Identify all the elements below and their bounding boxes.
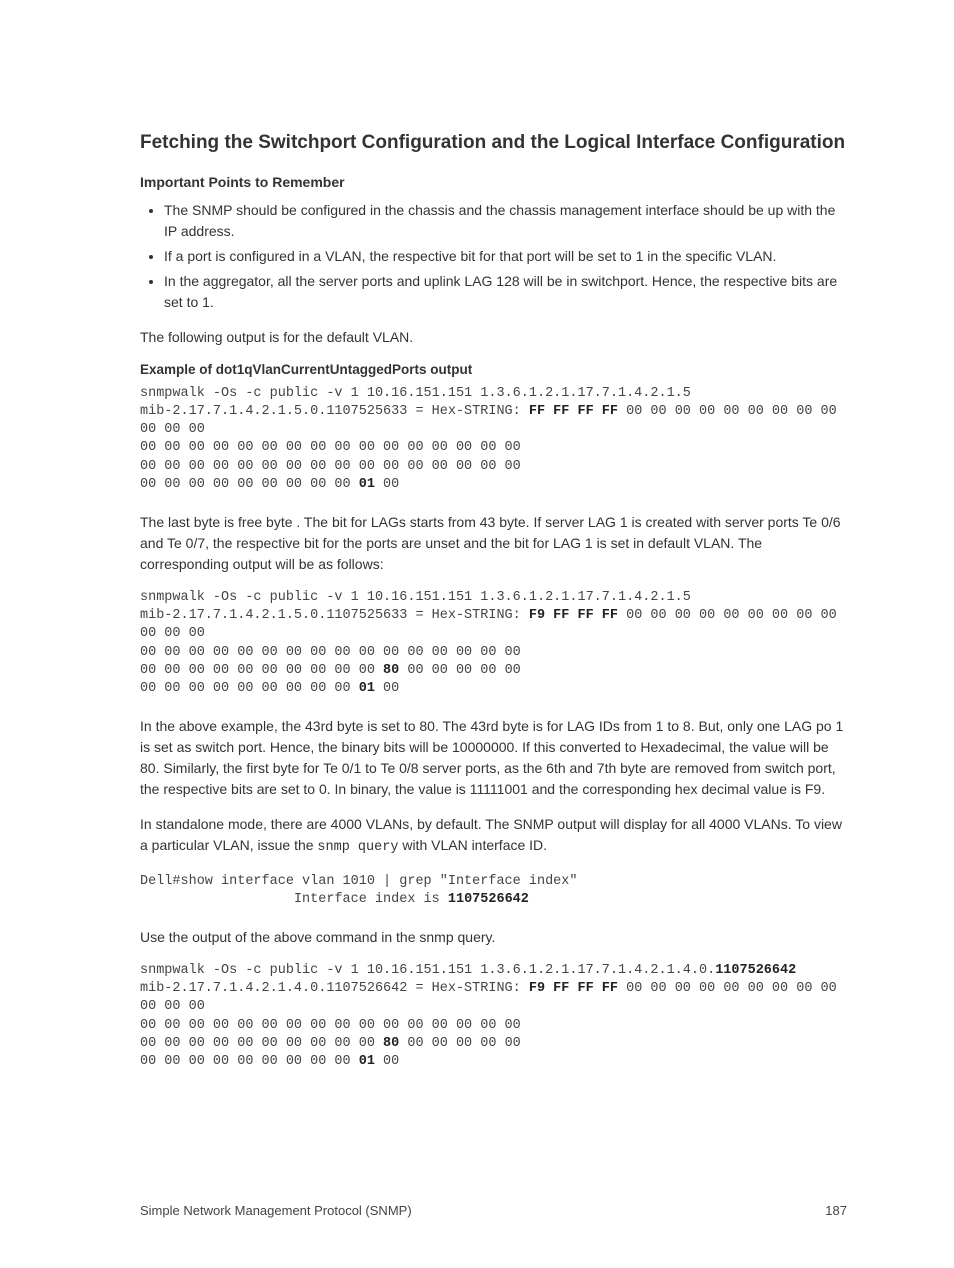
code-block-3: Dell#show interface vlan 1010 | grep "In…: [140, 873, 847, 909]
code-line: snmpwalk -Os -c public -v 1 10.16.151.15…: [140, 963, 715, 978]
page: Fetching the Switchport Configuration an…: [0, 0, 954, 1268]
code-bold: 80: [383, 1036, 399, 1051]
paragraph: The last byte is free byte . The bit for…: [140, 512, 847, 575]
code-line: 00: [375, 681, 399, 696]
code-line: 00 00 00 00 00 00 00 00 00 00 00 00 00 0…: [140, 440, 521, 455]
code-line: 00 00 00 00 00: [399, 663, 521, 678]
code-line: 00 00 00 00 00 00 00 00 00 00 00 00 00 0…: [140, 1018, 521, 1033]
list-item: The SNMP should be configured in the cha…: [164, 200, 847, 242]
page-footer: Simple Network Management Protocol (SNMP…: [140, 1203, 847, 1218]
code-bold: 01: [359, 477, 375, 492]
footer-title: Simple Network Management Protocol (SNMP…: [140, 1203, 412, 1218]
code-line: 00 00 00 00 00 00 00 00 00 00 00 00 00 0…: [140, 459, 521, 474]
code-line: 00 00 00 00 00 00 00 00 00: [140, 1054, 359, 1069]
code-bold: F9 FF FF FF: [529, 608, 618, 623]
code-line: snmpwalk -Os -c public -v 1 10.16.151.15…: [140, 386, 691, 401]
code-bold: 1107526642: [448, 892, 529, 907]
code-bold: 01: [359, 681, 375, 696]
page-number: 187: [825, 1203, 847, 1218]
example-label: Example of dot1qVlanCurrentUntaggedPorts…: [140, 362, 847, 377]
inline-code: snmp query: [317, 840, 398, 855]
code-bold: F9 FF FF FF: [529, 981, 618, 996]
code-line: Interface index is: [140, 892, 448, 907]
code-line: 00 00 00 00 00 00 00 00 00 00: [140, 1036, 383, 1051]
sub-heading: Important Points to Remember: [140, 174, 847, 190]
code-block-1: snmpwalk -Os -c public -v 1 10.16.151.15…: [140, 385, 847, 494]
code-block-4: snmpwalk -Os -c public -v 1 10.16.151.15…: [140, 962, 847, 1071]
code-line: mib-2.17.7.1.4.2.1.5.0.1107525633 = Hex-…: [140, 608, 529, 623]
list-item: If a port is configured in a VLAN, the r…: [164, 246, 847, 267]
code-bold: 01: [359, 1054, 375, 1069]
code-line: mib-2.17.7.1.4.2.1.4.0.1107526642 = Hex-…: [140, 981, 529, 996]
code-line: snmpwalk -Os -c public -v 1 10.16.151.15…: [140, 590, 691, 605]
text: with VLAN interface ID.: [398, 837, 547, 853]
code-line: 00 00 00 00 00 00 00 00 00 00: [140, 663, 383, 678]
code-line: 00 00 00 00 00 00 00 00 00: [140, 681, 359, 696]
section-heading: Fetching the Switchport Configuration an…: [140, 130, 847, 156]
code-bold: 80: [383, 663, 399, 678]
code-line: Dell#show interface vlan 1010 | grep "In…: [140, 874, 577, 889]
code-line: mib-2.17.7.1.4.2.1.5.0.1107525633 = Hex-…: [140, 404, 529, 419]
code-line: 00: [375, 1054, 399, 1069]
code-line: 00 00 00 00 00 00 00 00 00: [140, 477, 359, 492]
bullet-list: The SNMP should be configured in the cha…: [140, 200, 847, 313]
code-block-2: snmpwalk -Os -c public -v 1 10.16.151.15…: [140, 589, 847, 698]
code-line: 00: [375, 477, 399, 492]
paragraph: In the above example, the 43rd byte is s…: [140, 716, 847, 800]
code-line: 00 00 00 00 00 00 00 00 00 00 00 00 00 0…: [140, 645, 521, 660]
paragraph: In standalone mode, there are 4000 VLANs…: [140, 814, 847, 858]
code-bold: 1107526642: [715, 963, 796, 978]
paragraph: The following output is for the default …: [140, 327, 847, 348]
code-line: 00 00 00 00 00: [399, 1036, 521, 1051]
code-bold: FF FF FF FF: [529, 404, 618, 419]
paragraph: Use the output of the above command in t…: [140, 927, 847, 948]
list-item: In the aggregator, all the server ports …: [164, 271, 847, 313]
